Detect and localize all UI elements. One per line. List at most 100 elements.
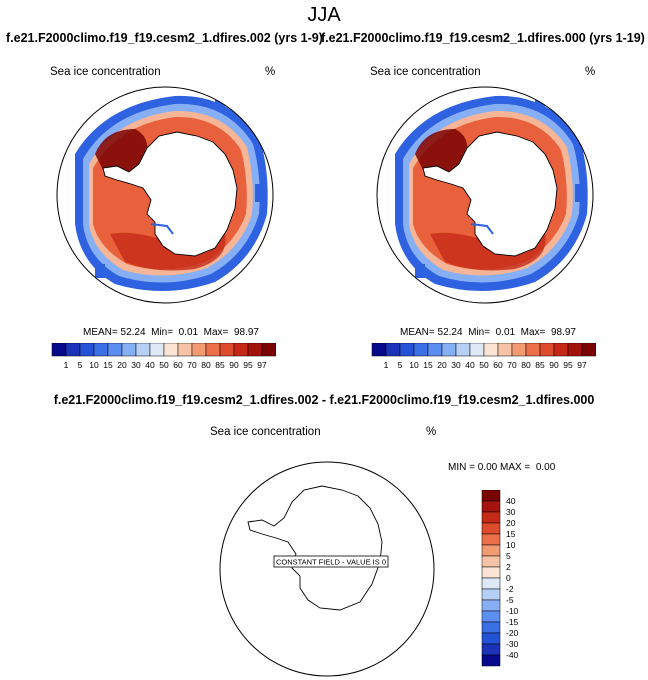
panel-left-colorbar-tick-label: 1	[64, 360, 69, 370]
difference-colorbar-tick-label: 0	[506, 573, 511, 583]
panel-left-colorbar-swatch	[247, 343, 263, 357]
difference-variable-label: Sea ice concentration	[210, 426, 321, 438]
panel-left-colorbar-swatch	[177, 343, 193, 357]
panel-left-colorbar-tick-label: 5	[78, 360, 83, 370]
panel-left-colorbar-tick-label: 50	[159, 360, 169, 370]
panel-right-colorbar-tick-label: 40	[465, 360, 475, 370]
panel-right-colorbar-swatch	[567, 343, 583, 357]
panel-right-colorbar-swatch	[497, 343, 513, 357]
difference-colorbar-tick-label: -10	[506, 606, 519, 616]
difference-colorbar-swatch	[481, 500, 501, 513]
difference-colorbar-swatch	[481, 555, 501, 568]
panel-left-colorbar-tick-label: 60	[173, 360, 183, 370]
panel-left-colorbar-tick-label: 20	[117, 360, 127, 370]
difference-colorbar-swatch	[481, 566, 501, 579]
panel-left-colorbar-swatch	[121, 343, 137, 357]
panel-right-colorbar-tick-label: 90	[549, 360, 559, 370]
panel-right-colorbar-tick-label: 30	[451, 360, 461, 370]
panel-left-colorbar-swatch	[149, 343, 165, 357]
difference-colorbar-tick-label: -40	[506, 650, 519, 660]
panel-right-colorbar-tick-label: 97	[577, 360, 587, 370]
panel-left-colorbar-tick-label: 85	[215, 360, 225, 370]
panel-right-colorbar-swatch	[427, 343, 443, 357]
panel-left-colorbar-tick-label: 70	[187, 360, 197, 370]
difference-colorbar-swatch	[481, 621, 501, 634]
panel-right-variable-label: Sea ice concentration	[370, 66, 481, 78]
difference-units-label: %	[426, 426, 437, 438]
panel-left-colorbar-swatch	[219, 343, 235, 357]
panel-right-colorbar-swatch	[539, 343, 555, 357]
difference-colorbar-swatch	[481, 610, 501, 623]
panel-right-colorbar-tick-label: 10	[409, 360, 419, 370]
panel-left-map	[56, 86, 274, 304]
panel-left-colorbar-tick-label: 97	[257, 360, 267, 370]
panel-left-colorbar-swatch	[107, 343, 123, 357]
difference-colorbar-tick-label: -2	[506, 584, 514, 594]
panel-right-colorbar-swatch	[525, 343, 541, 357]
difference-map: CONSTANT FIELD - VALUE IS 0	[219, 461, 435, 677]
difference-colorbar-swatch	[481, 654, 501, 667]
panel-right-colorbar-tick-label: 20	[437, 360, 447, 370]
panel-left-colorbar-swatch	[65, 343, 81, 357]
difference-stats: MIN = 0.00 MAX = 0.00	[448, 462, 556, 473]
antarctica-coastline	[422, 131, 558, 257]
difference-colorbar-swatch	[481, 588, 501, 601]
panel-right-colorbar: 1 5 10 15 20 30 40 50 60 70 80 85 90 95 97	[371, 343, 596, 370]
constant-field-box	[273, 555, 389, 568]
panel-right-colorbar-swatch	[455, 343, 471, 357]
constant-field-annotation: CONSTANT FIELD - VALUE IS 0	[276, 558, 386, 567]
panel-left-colorbar-swatch	[261, 343, 276, 357]
panel-right-colorbar-swatch	[581, 343, 596, 357]
panel-left-colorbar-swatch	[135, 343, 151, 357]
difference-colorbar-tick-label: 2	[506, 562, 511, 572]
panel-left-colorbar-tick-label: 80	[201, 360, 211, 370]
panel-left-colorbar-tick-label: 40	[145, 360, 155, 370]
panel-left-colorbar-swatch	[233, 343, 249, 357]
panel-right-stats: MEAN= 52.24 Min= 0.01 Max= 98.97	[400, 327, 576, 338]
difference-colorbar-tick-label: 30	[506, 507, 516, 517]
panel-left-colorbar: 1 5 10 15 20 30 40 50 60 70 80 85 90 95 97	[51, 343, 276, 370]
difference-colorbar-tick-label: -15	[506, 617, 519, 627]
panel-left-colorbar-swatch	[163, 343, 179, 357]
panel-left-title: f.e21.F2000climo.f19_f19.cesm2_1.dfires.…	[6, 31, 323, 45]
panel-right-title: f.e21.F2000climo.f19_f19.cesm2_1.dfires.…	[321, 31, 645, 45]
panel-right-colorbar-swatch	[511, 343, 527, 357]
panel-left-colorbar-swatch	[93, 343, 109, 357]
difference-colorbar-tick-label: 10	[506, 540, 516, 550]
panel-right-colorbar-swatch	[441, 343, 457, 357]
panel-left-colorbar-swatch	[51, 343, 67, 357]
panel-right-colorbar-swatch	[371, 343, 387, 357]
panel-right-colorbar-tick-label: 1	[384, 360, 389, 370]
season-title: JJA	[307, 4, 341, 26]
panel-right-colorbar-tick-label: 5	[398, 360, 403, 370]
panel-right-colorbar-tick-label: 60	[493, 360, 503, 370]
panel-left-stats: MEAN= 52.24 Min= 0.01 Max= 98.97	[83, 327, 259, 338]
panel-right-colorbar-tick-label: 70	[507, 360, 517, 370]
panel-left-colorbar-tick-label: 15	[103, 360, 113, 370]
difference-colorbar-tick-label: 20	[506, 518, 516, 528]
difference-colorbar-tick-label: -5	[506, 595, 514, 605]
panel-left-colorbar-swatch	[205, 343, 221, 357]
difference-colorbar-tick-label: -20	[506, 628, 519, 638]
difference-colorbar-tick-label: 5	[506, 551, 511, 561]
antarctica-coastline	[247, 485, 383, 611]
panel-right-colorbar-tick-label: 50	[479, 360, 489, 370]
difference-colorbar-swatch	[481, 632, 501, 645]
panel-left-colorbar-swatch	[191, 343, 207, 357]
panel-right-colorbar-swatch	[483, 343, 499, 357]
panel-left-colorbar-tick-label: 30	[131, 360, 141, 370]
panel-right-colorbar-tick-label: 15	[423, 360, 433, 370]
panel-left-colorbar-tick-label: 10	[89, 360, 99, 370]
panel-right-colorbar-swatch	[385, 343, 401, 357]
difference-colorbar-swatch	[481, 544, 501, 557]
difference-colorbar-tick-label: 15	[506, 529, 516, 539]
difference-colorbar-swatch	[481, 577, 501, 590]
difference-title: f.e21.F2000climo.f19_f19.cesm2_1.dfires.…	[53, 393, 595, 407]
panel-right-colorbar-tick-label: 85	[535, 360, 545, 370]
panel-left-colorbar-swatch	[79, 343, 95, 357]
difference-colorbar-swatch	[481, 490, 501, 502]
panel-left-colorbar-tick-label: 95	[243, 360, 253, 370]
panel-right-colorbar-tick-label: 80	[521, 360, 531, 370]
panel-right-map	[376, 86, 594, 304]
